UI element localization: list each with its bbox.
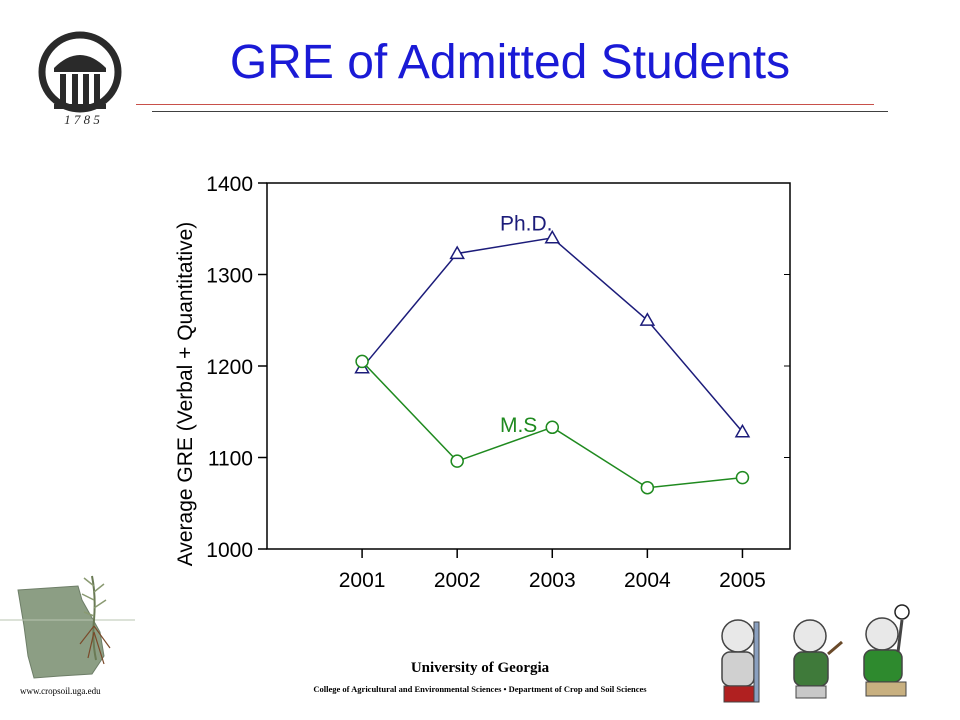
university-name: University of Georgia <box>410 660 550 676</box>
plot-frame <box>266 182 791 550</box>
gre-line-chart: 1000 1100 1200 1300 1400 2001 2002 2003 2004 2005… <box>174 173 791 592</box>
data-point-circle <box>545 420 560 435</box>
data-point-triangle <box>639 312 656 326</box>
data-point-triangle <box>449 245 465 260</box>
x-tick-label: 2005 <box>719 569 766 592</box>
y-tick-label: 1300 <box>206 265 253 288</box>
y-tick-label: 1200 <box>206 356 253 379</box>
x-tick-label: 2003 <box>529 569 576 592</box>
logo-year: 1 7 8 5 <box>64 112 100 127</box>
uga-arch-logo: 1 7 8 5 <box>38 31 122 127</box>
title-divider-dark <box>152 111 888 112</box>
data-point-triangle <box>544 229 561 244</box>
website-url: www.cropsoil.uga.edu <box>20 686 101 696</box>
data-point-circle <box>450 454 464 468</box>
y-tick-label: 1100 <box>208 448 253 471</box>
x-tick-label: 2001 <box>339 569 386 592</box>
data-point-circle <box>735 470 750 485</box>
georgia-map-plant-image <box>0 575 135 679</box>
series-label-ms: M.S <box>500 414 537 437</box>
title-divider-red <box>136 104 874 105</box>
x-tick-label: 2004 <box>624 569 671 592</box>
college-department-name: College of Agricultural and Environmenta… <box>313 684 647 694</box>
data-point-circle <box>355 354 369 369</box>
series-label-phd: Ph.D. <box>500 213 553 236</box>
y-tick-label: 1400 <box>206 173 253 196</box>
data-point-triangle <box>734 423 751 438</box>
y-tick-label: 1000 <box>206 539 253 562</box>
y-axis-label: Average GRE (Verbal + Quantitative) <box>174 222 197 567</box>
x-tick-label: 2002 <box>434 569 481 592</box>
data-point-circle <box>640 480 655 495</box>
bulldog-mascots-image <box>721 604 910 703</box>
series-line-phd <box>361 237 744 433</box>
slide-title: GRE of Admitted Students <box>229 36 791 89</box>
